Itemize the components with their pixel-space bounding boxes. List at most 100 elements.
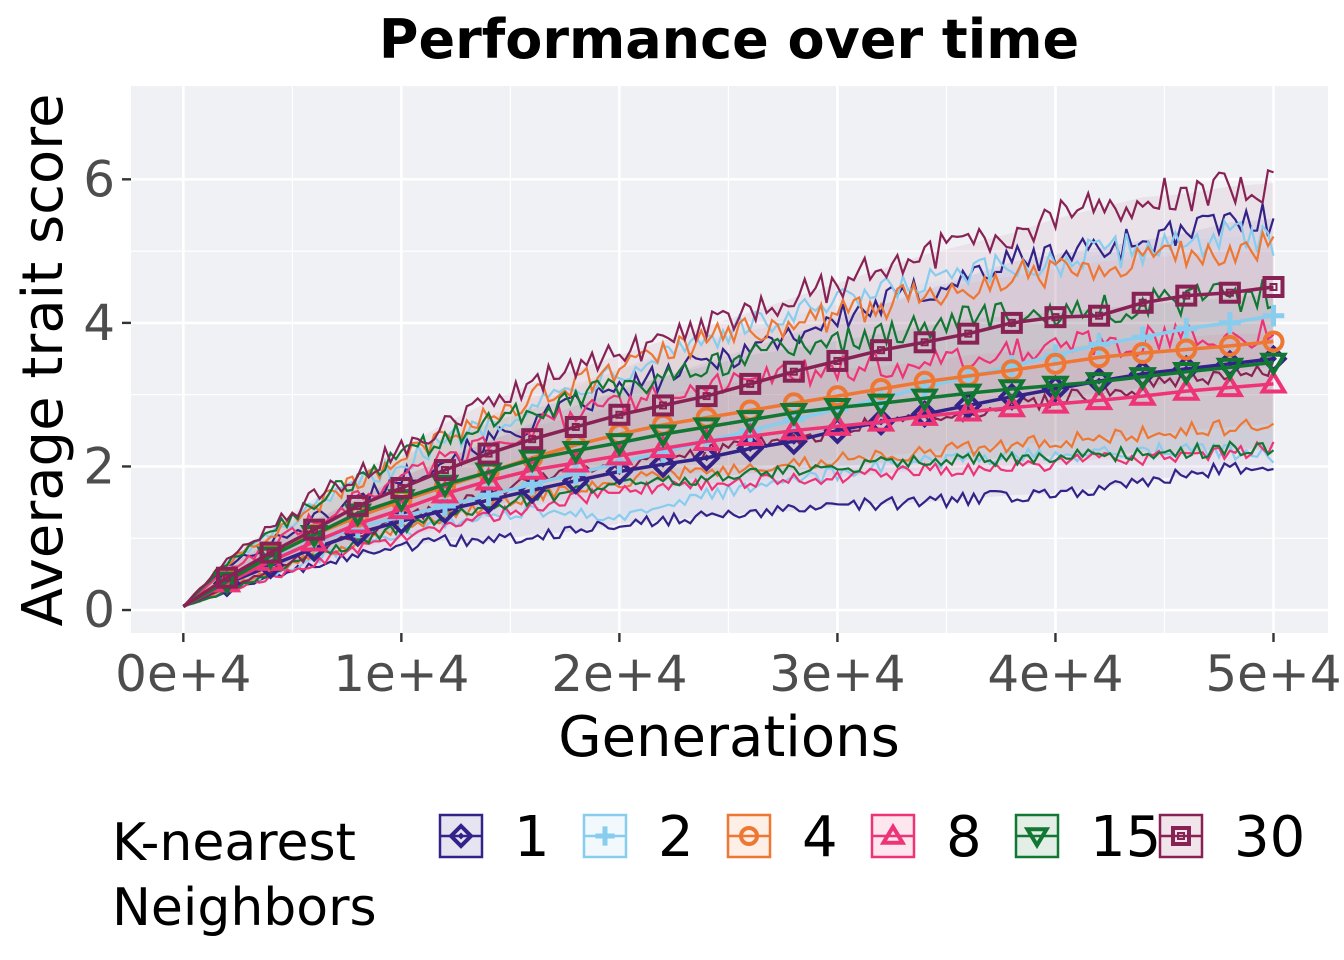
legend-label-k-1: 1 — [514, 805, 550, 870]
legend-item-k-4: 4 — [726, 805, 838, 870]
legend-key-marker-k-30-inner — [1177, 832, 1185, 840]
data-point-k-15 — [1128, 367, 1158, 391]
data-point-k-30-inner — [833, 356, 842, 365]
data-point-k-30 — [695, 385, 718, 408]
data-point-k-4 — [870, 377, 893, 400]
data-point-k-8 — [561, 448, 591, 473]
data-point-k-15 — [779, 402, 809, 427]
legend-item-k-15: 15 — [1014, 805, 1161, 870]
data-point-k-30-inner — [440, 466, 449, 475]
data-point-k-30-inner — [310, 525, 319, 534]
ribbon-k-8 — [183, 333, 1274, 607]
data-point-k-30 — [1044, 306, 1067, 329]
legend: K-nearest Neighbors 1 2 4 8 15 30 — [112, 805, 1305, 938]
data-point-k-8 — [1259, 369, 1288, 394]
y-tick-label: 2 — [83, 437, 115, 495]
data-point-k-30 — [1131, 291, 1154, 314]
data-point-k-8 — [1215, 373, 1245, 398]
upper-bound-line-k-4 — [182, 228, 1275, 608]
data-point-k-1-dot — [746, 444, 754, 453]
data-point-k-30 — [1262, 275, 1285, 298]
data-point-k-30-inner — [484, 449, 493, 458]
legend-key-marker-k-15 — [1023, 827, 1051, 850]
lower-bound-line-k-1 — [182, 461, 1274, 608]
data-point-k-30-inner — [1182, 291, 1191, 300]
data-point-k-1 — [866, 407, 896, 437]
data-point-k-30-inner — [528, 435, 537, 444]
data-point-k-30-inner — [222, 573, 231, 582]
data-point-k-30-inner — [659, 401, 667, 410]
data-point-k-15 — [910, 388, 939, 413]
data-point-k-30-inner — [1269, 282, 1278, 291]
data-point-k-30 — [913, 331, 936, 354]
legend-label-k-30: 30 — [1234, 805, 1305, 870]
lower-bound-line-k-8 — [182, 440, 1275, 608]
data-point-k-8 — [648, 434, 678, 459]
x-tick-label: 2e+4 — [551, 645, 687, 703]
chart-title: Performance over time — [379, 8, 1079, 71]
data-point-k-1 — [692, 443, 721, 472]
data-point-k-8 — [474, 466, 503, 491]
data-point-k-30-inner — [615, 410, 624, 419]
data-point-k-8 — [387, 495, 416, 520]
data-point-k-30 — [1175, 284, 1198, 307]
upper-bound-line-k-30 — [182, 168, 1274, 608]
data-point-k-30 — [303, 518, 326, 541]
data-point-k-30-inner — [789, 367, 798, 376]
data-point-k-30-inner — [1095, 311, 1104, 320]
data-point-k-2 — [564, 462, 587, 485]
data-point-k-8 — [953, 397, 983, 422]
data-point-k-8 — [1171, 376, 1201, 401]
data-point-k-30 — [652, 394, 674, 417]
legend-key-marker-k-30 — [1171, 826, 1191, 846]
legend-item-k-1: 1 — [438, 805, 550, 870]
data-point-k-4 — [1218, 334, 1241, 357]
data-point-k-30 — [433, 459, 456, 482]
legend-item-k-30: 30 — [1158, 805, 1305, 870]
data-point-k-30 — [215, 566, 238, 589]
data-point-k-30 — [521, 428, 544, 451]
data-point-k-30 — [259, 541, 282, 564]
legend-item-k-2: 2 — [582, 805, 694, 870]
data-point-k-30-inner — [746, 379, 755, 388]
y-tick-label: 4 — [83, 294, 115, 352]
data-point-k-30 — [1088, 304, 1111, 327]
series-k-8 — [182, 369, 1288, 608]
data-point-k-30-inner — [1225, 288, 1234, 297]
data-point-k-8 — [997, 393, 1027, 418]
data-point-k-15 — [997, 379, 1027, 404]
data-point-k-8 — [910, 401, 939, 426]
data-point-k-8 — [517, 455, 547, 480]
data-point-k-2 — [434, 495, 456, 517]
x-tick-label: 1e+4 — [333, 645, 469, 703]
legend-label-k-8: 8 — [946, 805, 982, 870]
data-point-k-15 — [605, 433, 634, 458]
data-point-k-30-inner — [397, 483, 406, 492]
series-k-30 — [182, 275, 1285, 608]
data-point-k-15 — [517, 449, 547, 474]
x-tick-label: 0e+4 — [115, 645, 251, 703]
data-point-k-4 — [1044, 352, 1067, 375]
data-point-k-15 — [1084, 372, 1114, 396]
x-tick-label: 3e+4 — [769, 645, 905, 703]
y-tick-label: 0 — [83, 581, 115, 639]
data-point-k-30 — [1000, 311, 1023, 334]
legend-title: K-nearest Neighbors — [112, 813, 377, 938]
legend-keys: 1 2 4 8 15 30 — [438, 805, 1305, 870]
data-point-k-30 — [608, 403, 631, 426]
legend-key-marker-k-2 — [595, 826, 615, 846]
data-point-k-2 — [1088, 333, 1110, 356]
data-point-k-1-dot — [703, 454, 711, 462]
data-point-k-30-inner — [1051, 313, 1060, 322]
legend-item-k-8: 8 — [870, 805, 982, 870]
data-point-k-30-inner — [353, 501, 362, 510]
data-point-k-30 — [826, 349, 849, 372]
axis-layer: 0e+4 1e+4 2e+4 3e+4 4e+4 5e+4 0 2 4 6 — [83, 150, 1341, 703]
data-point-k-4 — [1262, 330, 1285, 353]
data-point-k-30-inner — [1138, 298, 1147, 307]
data-point-k-30-inner — [1007, 318, 1016, 327]
legend-label-k-2: 2 — [658, 805, 694, 870]
data-point-k-8 — [343, 509, 373, 534]
data-point-k-8 — [692, 427, 721, 451]
